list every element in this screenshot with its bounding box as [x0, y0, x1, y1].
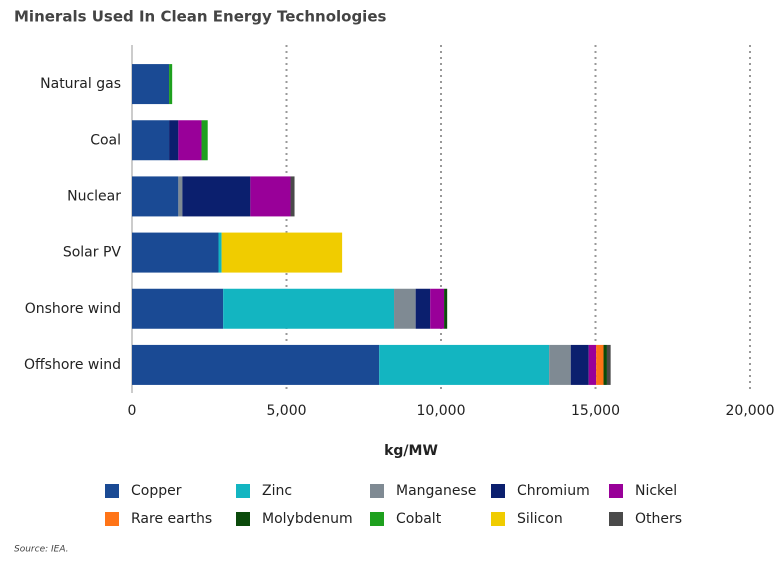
bar-segment — [444, 288, 448, 329]
bar-segment — [379, 344, 550, 385]
bar-segment — [588, 344, 597, 385]
bar-segment — [221, 232, 343, 273]
legend-label: Silicon — [517, 511, 563, 527]
bar-segment — [178, 120, 202, 161]
bar-segment — [596, 344, 604, 385]
bar-segment — [132, 232, 219, 273]
bar-segment — [394, 288, 416, 329]
bar-segment — [549, 344, 571, 385]
x-axis-title: kg/MW — [384, 443, 438, 459]
bar-segment — [178, 176, 183, 217]
y-tick-label: Natural gas — [40, 76, 121, 92]
legend-label: Molybdenum — [262, 511, 353, 527]
bar-segment — [132, 120, 170, 161]
bar-segment — [603, 344, 607, 385]
legend-swatch — [236, 512, 250, 526]
legend-swatch — [491, 484, 505, 498]
y-tick-label: Solar PV — [63, 245, 122, 261]
legend-swatch — [609, 484, 623, 498]
bar-segment — [570, 344, 589, 385]
source: Source: IEA. — [14, 545, 69, 555]
legend-label: Nickel — [635, 483, 677, 499]
legend-swatch — [105, 512, 119, 526]
y-tick-label: Offshore wind — [24, 357, 121, 373]
bar-segment — [430, 288, 445, 329]
bar-segment — [250, 176, 291, 217]
legend-label: Rare earths — [131, 511, 212, 527]
x-tick-label: 5,000 — [266, 403, 306, 419]
legend-swatch — [370, 484, 384, 498]
x-tick-label: 20,000 — [726, 403, 775, 419]
legend-label: Cobalt — [396, 511, 442, 527]
bar-segment — [132, 176, 179, 217]
bar-segment — [169, 64, 173, 105]
legend-swatch — [105, 484, 119, 498]
y-tick-label: Nuclear — [67, 188, 121, 204]
bar-segment — [132, 344, 380, 385]
x-tick-label: 0 — [128, 403, 137, 419]
bar-segment — [223, 288, 395, 329]
legend-swatch — [609, 512, 623, 526]
legend-label: Zinc — [262, 483, 292, 499]
y-tick-label: Coal — [90, 132, 121, 148]
legend-swatch — [491, 512, 505, 526]
x-tick-label: 10,000 — [417, 403, 466, 419]
bar-segment — [132, 288, 224, 329]
bar-segment — [218, 232, 222, 273]
bar-segment — [169, 120, 179, 161]
chart-title: Minerals Used In Clean Energy Technologi… — [14, 8, 387, 26]
bar-segment — [132, 64, 170, 105]
legend-label: Chromium — [517, 483, 590, 499]
legend-label: Copper — [131, 483, 182, 499]
bar-segment — [415, 288, 431, 329]
legend-label: Manganese — [396, 483, 476, 499]
y-tick-label: Onshore wind — [25, 301, 121, 317]
legend-swatch — [236, 484, 250, 498]
bar-segment — [182, 176, 251, 217]
legend-swatch — [370, 512, 384, 526]
x-tick-label: 15,000 — [571, 403, 620, 419]
bar-segment — [606, 344, 611, 385]
legend-label: Others — [635, 511, 682, 527]
bar-segment — [201, 120, 208, 161]
bar-segment — [290, 176, 295, 217]
